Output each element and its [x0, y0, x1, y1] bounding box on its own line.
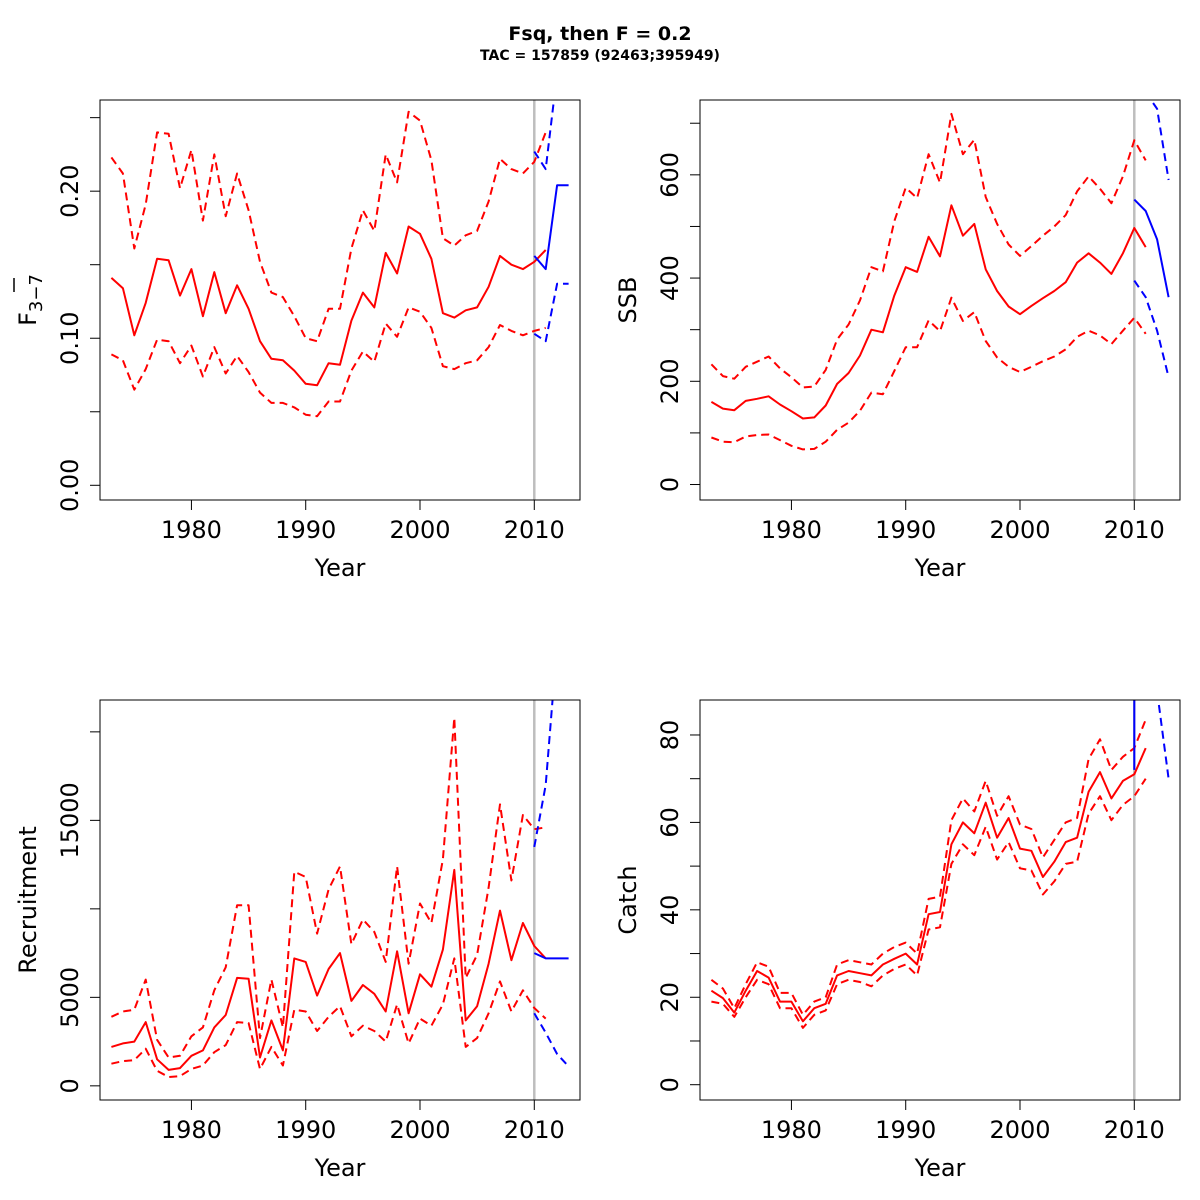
panel-bottom-left-x-axis-label: Year: [314, 1154, 366, 1182]
panel-bottom-left-x-tick-label: 1980: [161, 1116, 222, 1144]
panel-bottom-right-series-upper: [710, 719, 1147, 1016]
panel-top-left-y-tick-label: 0.00: [56, 459, 84, 512]
panel-bottom-left-y-axis-label: Recruitment: [14, 826, 42, 973]
panel-bottom-right-x-axis-label: Year: [914, 1154, 966, 1182]
panel-top-left-series-estimate: [110, 225, 547, 387]
panel-top-right-frame: [699, 99, 1181, 501]
panel-bottom-left-series-projection-upper: [533, 700, 554, 848]
panel-top-left-series: [110, 100, 569, 418]
panel-bottom-right-y-tick-label: 80: [656, 720, 684, 751]
panel-bottom-left-frame: [99, 699, 581, 1101]
panel-top-left-y-tick-label: 0.10: [56, 312, 84, 365]
panel-top-right-y-axis-label: SSB: [614, 277, 642, 324]
panel-bottom-right-series: [710, 700, 1170, 1029]
panel-top-right-series-estimate: [710, 204, 1147, 420]
panel-bottom-left-series-estimate: [111, 868, 547, 1071]
panel-top-right-series: [710, 100, 1170, 451]
chart-panels: 1980 1990 2000 20100.000.100.20YearF3−71980…: [13, 99, 1181, 1182]
panel-top-right-x-tick-label: 2000: [989, 516, 1050, 544]
panel-bottom-left-series-projection-lower: [533, 1012, 570, 1068]
panel-top-right-series-projection-lower: [1133, 280, 1170, 378]
panel-top-right-series-upper: [710, 112, 1147, 389]
panel-top-left-frame: [99, 99, 581, 501]
panel-bottom-left-series-projection: [533, 952, 569, 960]
panel-top-left-series-projection-lower: [533, 282, 569, 343]
panel-top-right-series-projection-upper: [1149, 100, 1170, 181]
figure-subtitle: TAC = 157859 (92463;395949): [480, 48, 720, 64]
panel-top-left-x-tick-label: 1990: [275, 516, 336, 544]
panel-bottom-right-y-tick-label: 0: [656, 1077, 684, 1092]
panel-top-right-x-axis-label: Year: [914, 554, 966, 582]
panel-bottom-right-series-estimate: [710, 747, 1147, 1023]
panel-top-left-series-lower: [110, 306, 546, 418]
panel-bottom-right-x-tick-label: 1990: [875, 1116, 936, 1144]
panel-top-right-y-tick-label: 0: [656, 477, 684, 492]
panel-top-right-x-tick-label: 1990: [875, 516, 936, 544]
panel-bottom-left-series-upper: [110, 716, 546, 1059]
panel-bottom-left-y-tick-label: 0: [56, 1078, 84, 1093]
panel-top-left-series-projection-upper: [533, 100, 555, 171]
panel-bottom-left-series: [110, 700, 570, 1078]
panel-bottom-right-y-axis-label: Catch: [614, 865, 642, 934]
panel-bottom-right-series-lower: [711, 778, 1147, 1029]
panel-top-right-series-projection: [1133, 198, 1170, 298]
panel-bottom-left-y-tick-label: 5000: [56, 967, 84, 1028]
panel-bottom-left: 1980 1990 2000 2010 0 5000 15000 Year Recruitmen…: [14, 699, 581, 1182]
panel-bottom-right-series-projection-upper: [1157, 700, 1170, 779]
figure-title: Fsq, then F = 0.2: [508, 23, 691, 45]
panel-bottom-right-frame: [699, 699, 1181, 1101]
panel-top-left-y-axis-label: F3−7: [14, 274, 47, 326]
panel-bottom-left-y-tick-label: 15000: [56, 782, 84, 858]
panel-bottom-right-x-tick-label: 2000: [989, 1116, 1050, 1144]
panel-top-left-x-axis-label: Year: [314, 554, 366, 582]
panel-top-left-x-tick-label: 2000: [389, 516, 450, 544]
panel-bottom-right-y-tick-label: 60: [656, 807, 684, 838]
panel-bottom-right-y-tick-label: 40: [656, 895, 684, 926]
panel-top-left: 1980 1990 2000 2010 0.00 0.10 0.20 Year F3−7: [13, 99, 581, 582]
panel-top-left-y-axis-label-sub: 3−7: [26, 274, 47, 312]
panel-bottom-left-x-tick-label: 2010: [504, 1116, 565, 1144]
panel-top-right: 1980 1990 2000 2010 0 200 400 600 Year SSB: [614, 99, 1181, 582]
panel-top-right-y-tick-label: 600: [656, 152, 684, 198]
panel-top-left-y-tick-label: 0.20: [56, 164, 84, 217]
panel-bottom-left-series-lower: [111, 957, 547, 1078]
panel-top-right-y-tick-label: 400: [656, 255, 684, 301]
panel-top-right-x-tick-label: 1980: [761, 516, 822, 544]
panel-bottom-right-y-tick-label: 20: [656, 982, 684, 1013]
panel-top-left-x-tick-label: 2010: [504, 516, 565, 544]
panel-bottom-left-x-tick-label: 2000: [389, 1116, 450, 1144]
panel-top-right-x-tick-label: 2010: [1104, 516, 1165, 544]
panel-bottom-right-x-tick-label: 2010: [1104, 1116, 1165, 1144]
panel-bottom-left-x-tick-label: 1990: [275, 1116, 336, 1144]
panel-top-left-x-tick-label: 1980: [161, 516, 222, 544]
panel-top-right-y-tick-label: 200: [656, 358, 684, 404]
panel-bottom-right: 1980 1990 2000 2010 0 20 40 60 80 Year Catch: [614, 699, 1181, 1182]
panel-top-left-series-projection: [533, 184, 569, 271]
panel-bottom-right-x-tick-label: 1980: [761, 1116, 822, 1144]
panel-top-left-series-upper: [110, 110, 547, 343]
panel-top-right-series-lower: [711, 296, 1147, 451]
